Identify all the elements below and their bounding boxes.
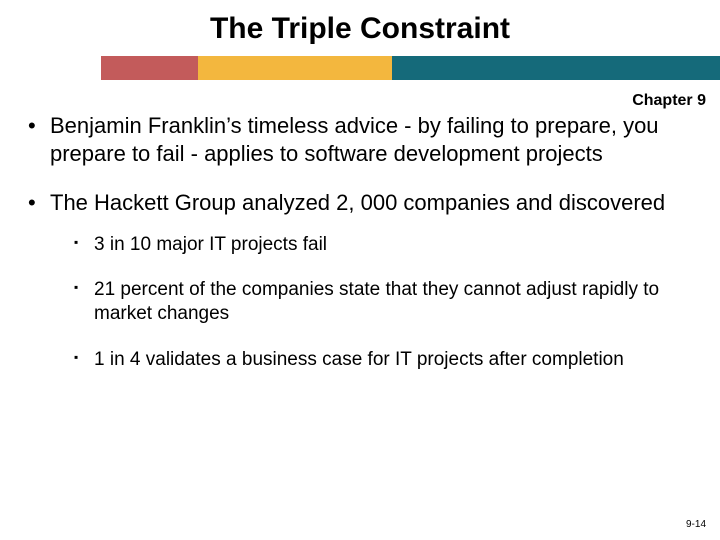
- chapter-label: Chapter 9: [632, 92, 706, 110]
- bullet-item: Benjamin Franklin’s timeless advice - by…: [28, 112, 692, 167]
- color-bar-segment-2: [198, 56, 392, 80]
- sub-bullet-item: 1 in 4 validates a business case for IT …: [50, 348, 692, 372]
- color-bar-segment-0: [0, 56, 101, 80]
- bullet-item: The Hackett Group analyzed 2, 000 compan…: [28, 189, 692, 372]
- bullet-text: Benjamin Franklin’s timeless advice - by…: [50, 113, 659, 166]
- sub-bullet-item: 21 percent of the companies state that t…: [50, 278, 692, 326]
- color-bar-segment-1: [101, 56, 198, 80]
- bullet-text: The Hackett Group analyzed 2, 000 compan…: [50, 190, 665, 215]
- accent-color-bar: [0, 56, 720, 80]
- slide-title: The Triple Constraint: [0, 0, 720, 56]
- sub-bullet-list: 3 in 10 major IT projects fail 21 percen…: [50, 233, 692, 372]
- sub-bullet-item: 3 in 10 major IT projects fail: [50, 233, 692, 257]
- color-bar-segment-3: [392, 56, 720, 80]
- slide-content: Benjamin Franklin’s timeless advice - by…: [0, 80, 720, 372]
- slide-number: 9-14: [686, 519, 706, 530]
- bullet-list: Benjamin Franklin’s timeless advice - by…: [28, 112, 692, 372]
